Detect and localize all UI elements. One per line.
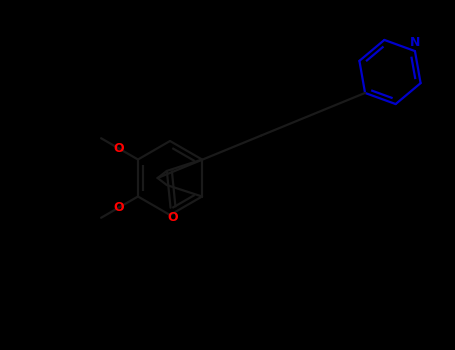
Text: O: O [113,142,124,155]
Text: N: N [410,36,420,49]
Text: O: O [113,201,124,214]
Text: O: O [167,211,178,224]
